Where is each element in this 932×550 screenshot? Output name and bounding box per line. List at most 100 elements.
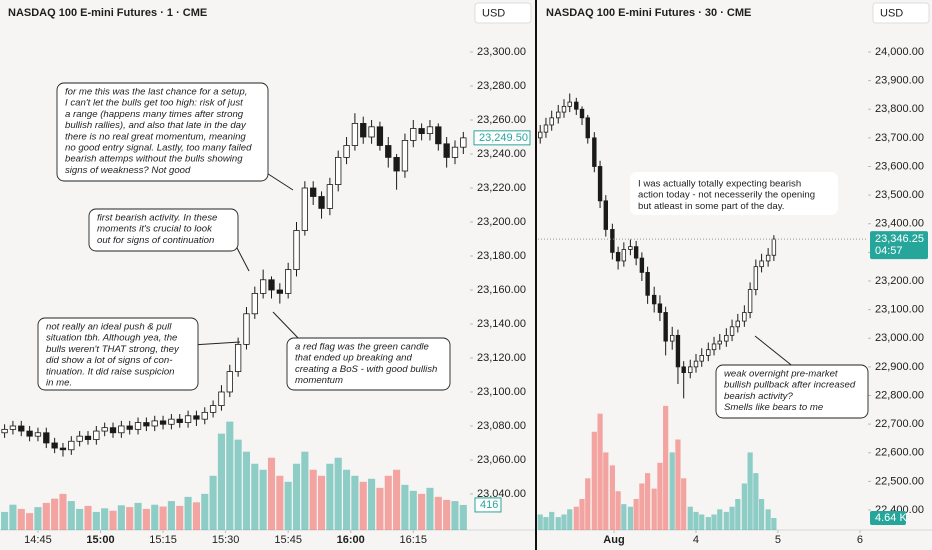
volume-bar [67,501,75,530]
volume-bar [657,462,663,530]
y-tick-label: 23,280.00 [477,80,526,92]
volume-bar [426,487,434,530]
candle-body [176,418,183,423]
currency-box[interactable] [474,2,532,24]
currency-box[interactable] [872,2,930,24]
volume-bar [699,514,705,530]
volume-bar [9,504,17,530]
volume-bar [765,509,771,530]
candle-body [276,289,283,294]
annotation-box [286,337,451,391]
annotation-text: bulls weren't THAT strong, they [46,344,180,355]
annotation-text: I can't let the bulls get too high: risk… [65,98,243,109]
candle-body [693,360,699,368]
volume-bar [418,493,426,530]
annotation-text: situation tbh. Although yea, the [46,333,177,344]
volume-bar [368,478,376,530]
volume-bar [26,513,34,530]
candle-body [543,124,549,133]
candle-body [218,391,225,406]
volume-bar [134,502,142,530]
candle-body [401,140,409,172]
candle-body [226,371,233,393]
candle-body [706,349,711,356]
volume-bar [549,511,555,530]
candle-body [735,320,741,328]
volume-bar [747,452,753,530]
volume-bar [51,498,59,530]
volume-bar [142,508,150,530]
candle-body [326,184,334,209]
volume-bar [401,484,409,530]
volume-bar [633,498,639,530]
volume-bar [675,439,681,530]
volume-bar [384,475,392,530]
candle-body [675,334,681,368]
x-tick-label: 4 [693,534,699,546]
candle-body [651,294,657,305]
candle-body [126,425,133,430]
candle-body [657,303,663,313]
candle-body [343,145,350,158]
volume-bar [192,502,200,530]
annotation-text: there is no real great momentum, meaning [65,131,246,142]
candle-body [251,292,258,315]
candle-body [579,108,585,119]
annotation-text: moments it's crucial to look [97,224,213,235]
y-tick-label: 22,800.00 [875,389,924,401]
candle-body [699,355,704,362]
candle-body [393,157,400,172]
candle-body [717,340,722,345]
countdown-label: 04:57 [875,245,903,257]
y-tick-label: 23,300.00 [477,46,526,58]
annotation-text: weak overnight pre-market [724,369,838,380]
callout-pointer [754,335,796,369]
y-tick-label: 23,080.00 [477,420,526,432]
volume-bar [627,506,633,530]
candle-body [109,427,117,434]
candle-body [460,137,467,148]
candle-body [443,143,450,158]
volume-bar [561,514,567,530]
candle-body [59,447,67,451]
candle-body [18,425,25,432]
volume-bar [359,481,367,530]
volume-bar [651,488,657,530]
annotation-box [37,317,199,391]
volume-bar [723,511,729,530]
annotation-text: first bearish activity. In these [97,213,217,224]
volume-bar [17,508,25,530]
candle-body [561,105,567,113]
y-tick-label: 23,500.00 [875,189,924,201]
candle-body [711,343,717,351]
annotation-text: a red flag was the green candle [295,342,429,353]
volume-bar [663,405,669,530]
x-tick-label: 5 [775,534,781,546]
callout-pointer [235,245,250,272]
candle-body [301,187,309,231]
volume-bar [284,481,292,530]
y-tick-label: 23,700.00 [875,132,924,144]
candle-body [729,326,735,336]
volume-bar [276,475,284,530]
volume-bar [292,463,301,530]
volume-bar [543,517,549,530]
candle-body [118,425,125,434]
candle-body [385,145,392,158]
candle-body [26,430,33,437]
y-tick-label: 22,700.00 [875,418,924,430]
candle-body [209,405,217,413]
x-tick-label: 16:00 [337,534,365,546]
volume-bar [234,439,242,530]
volume-bar [84,505,92,530]
candle-body [68,440,75,451]
annotation-text: I was actually totally expecting bearish [638,179,801,190]
candle-body [451,146,459,158]
volume-bar [242,451,251,530]
volume-bar [184,496,192,530]
candle-body [143,422,150,427]
annotation-text: no good entry signal. Lastly, too many f… [65,143,252,154]
candle-body [610,229,615,253]
candle-body [101,427,108,432]
